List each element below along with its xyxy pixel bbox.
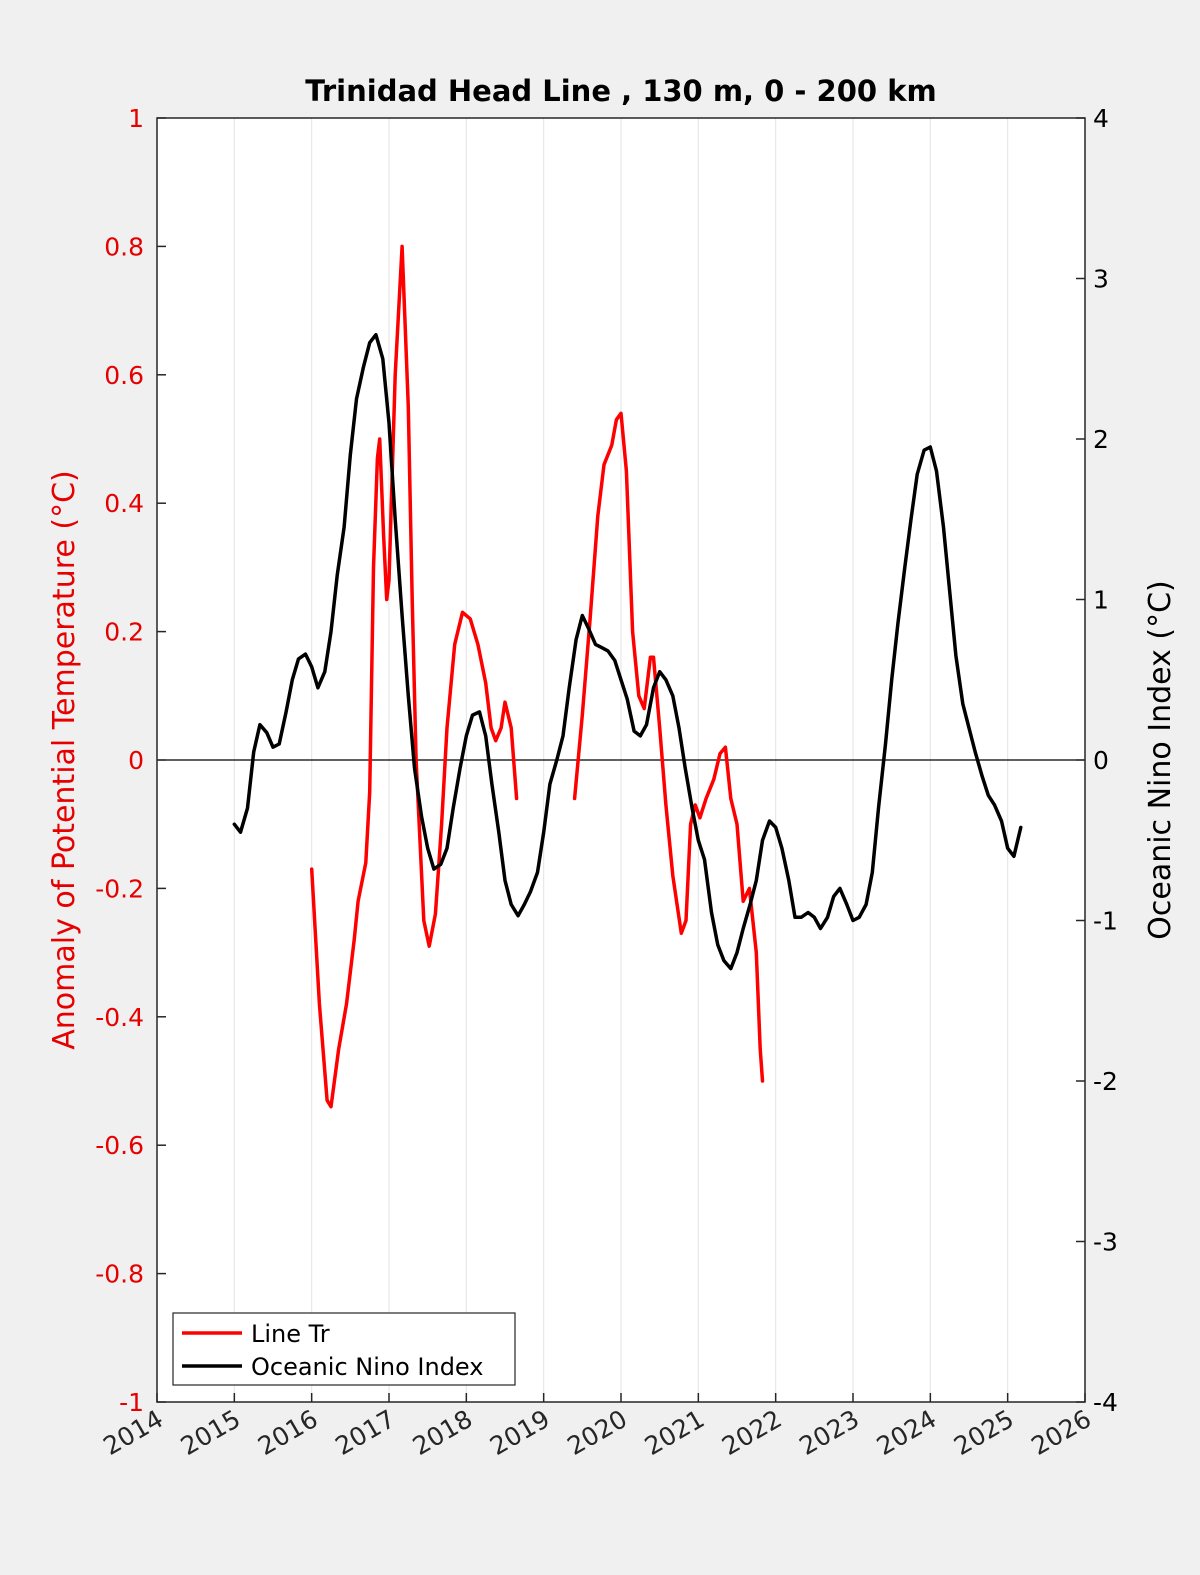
x-tick-label: 2017 bbox=[330, 1404, 400, 1461]
right-tick-label: -4 bbox=[1093, 1388, 1118, 1417]
left-tick-label: 1 bbox=[128, 104, 144, 133]
x-tick-label: 2015 bbox=[176, 1404, 246, 1461]
series-layer bbox=[232, 244, 1023, 1109]
right-tick-label: 4 bbox=[1093, 104, 1109, 133]
right-axis: -4 -3 -2 -1 0 1 2 3 4 bbox=[1076, 104, 1118, 1417]
left-axis: -1 -0.8 -0.6 -0.4 -0.2 0 0.2 0.4 0.6 0.8 1 bbox=[95, 104, 166, 1417]
right-tick-label: -2 bbox=[1093, 1067, 1118, 1096]
left-tick-label: 0.4 bbox=[104, 489, 144, 518]
x-axis: 2014 2015 2016 2017 2018 2019 2020 2021 2022 2023… bbox=[98, 1393, 1096, 1461]
right-tick-label: -3 bbox=[1093, 1228, 1118, 1257]
left-tick-label: 0 bbox=[128, 746, 144, 775]
right-tick-label: 3 bbox=[1093, 265, 1109, 294]
chart-title: Trinidad Head Line , 130 m, 0 - 200 km bbox=[305, 74, 936, 108]
right-tick-label: -1 bbox=[1093, 907, 1118, 936]
left-tick-label: -0.6 bbox=[95, 1131, 144, 1160]
x-tick-label: 2019 bbox=[485, 1404, 555, 1461]
x-tick-label: 2025 bbox=[949, 1404, 1019, 1461]
x-tick-label: 2023 bbox=[794, 1404, 864, 1461]
left-tick-label: -0.4 bbox=[95, 1003, 144, 1032]
x-tick-label: 2026 bbox=[1026, 1404, 1096, 1461]
x-tick-label: 2021 bbox=[640, 1404, 710, 1461]
legend-box bbox=[172, 1312, 516, 1386]
right-tick-label: 2 bbox=[1093, 425, 1109, 454]
left-tick-label: -0.8 bbox=[95, 1260, 144, 1289]
left-axis-label: Anomaly of Potential Temperature (°C) bbox=[47, 470, 82, 1049]
x-tick-label: 2020 bbox=[562, 1404, 632, 1461]
x-tick-label: 2024 bbox=[872, 1404, 942, 1461]
right-axis-label: Oceanic Nino Index (°C) bbox=[1143, 580, 1178, 940]
right-tick-label: 0 bbox=[1093, 746, 1109, 775]
x-tick-label: 2018 bbox=[408, 1404, 478, 1461]
left-tick-label: -0.2 bbox=[95, 874, 144, 903]
x-tick-label: 2016 bbox=[253, 1404, 323, 1461]
x-tick-label: 2022 bbox=[717, 1404, 787, 1461]
series-line-tr bbox=[309, 244, 519, 1109]
legend-label-line-tr: Line Tr bbox=[251, 1320, 330, 1348]
series-oceanic-nino-index bbox=[232, 332, 1023, 971]
left-tick-label: -1 bbox=[119, 1388, 144, 1417]
right-tick-label: 1 bbox=[1093, 586, 1109, 615]
legend: Line Tr Oceanic Nino Index bbox=[172, 1312, 516, 1386]
left-tick-label: 0.2 bbox=[104, 618, 144, 647]
legend-label-oni: Oceanic Nino Index bbox=[251, 1353, 483, 1381]
series-line-tr bbox=[572, 411, 765, 1083]
left-tick-label: 0.6 bbox=[104, 361, 144, 390]
left-tick-label: 0.8 bbox=[104, 232, 144, 261]
